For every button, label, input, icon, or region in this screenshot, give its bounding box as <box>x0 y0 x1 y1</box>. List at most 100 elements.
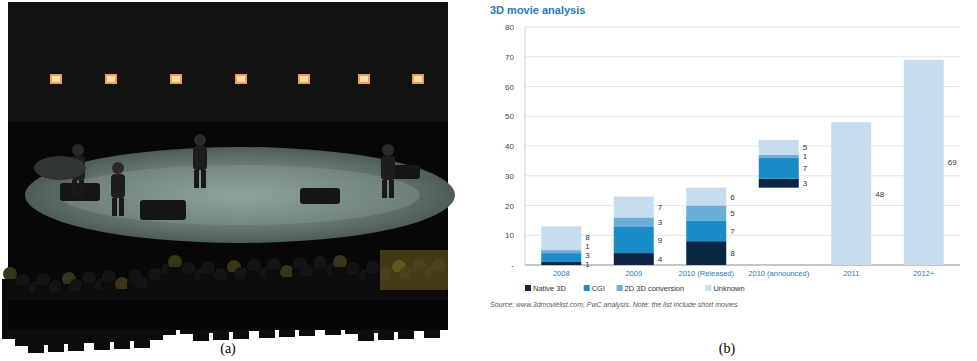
bar-segment <box>541 250 581 253</box>
x-tick-label: 2011 <box>843 269 859 278</box>
data-label: 8 <box>730 249 735 258</box>
bar-segment <box>759 158 799 179</box>
stage-light <box>235 74 247 84</box>
legend-swatch <box>617 285 623 291</box>
crowd-head <box>280 265 294 279</box>
y-tick-label: 20 <box>505 202 514 211</box>
x-tick-label: 2010 (Released) <box>679 269 735 278</box>
crowd-head <box>313 256 327 270</box>
stage-light <box>50 74 62 84</box>
crowd-head <box>102 270 116 284</box>
bar-segment <box>759 155 799 158</box>
bar-segment <box>686 206 726 221</box>
legend-label: Native 3D <box>533 284 567 293</box>
y-tick-label: 40 <box>505 142 514 151</box>
performer-body <box>111 174 125 198</box>
performer-leg <box>389 180 394 198</box>
crowd-head <box>82 271 96 285</box>
performer-head <box>72 144 84 156</box>
grid-line <box>525 146 960 147</box>
crowd-head <box>168 255 182 269</box>
performer-head <box>112 162 124 174</box>
bar-segment <box>759 179 799 188</box>
crowd-head <box>366 261 380 275</box>
data-label: 5 <box>803 143 808 152</box>
performer-leg <box>119 198 124 216</box>
crowd-head <box>49 280 63 294</box>
stage-light <box>412 74 424 84</box>
crowd-head <box>3 267 17 281</box>
photo <box>2 2 455 353</box>
grid-line <box>525 205 960 206</box>
stage-light-core <box>360 76 368 82</box>
data-label: 7 <box>730 227 735 236</box>
performer-leg <box>79 180 84 198</box>
stage-light-core <box>414 76 422 82</box>
crowd-head <box>115 277 129 291</box>
crowd-head <box>214 268 228 282</box>
x-tick-label: 2010 (announced) <box>748 269 809 278</box>
drum-kit <box>34 156 86 180</box>
performer-head <box>194 134 206 146</box>
amplifier <box>140 200 186 220</box>
data-label: 3 <box>803 179 808 188</box>
stage-light <box>298 74 310 84</box>
x-tick-label: 2009 <box>625 269 642 278</box>
y-tick-label: 10 <box>505 231 514 240</box>
grid-line <box>525 56 960 57</box>
caption: (b) <box>719 341 736 357</box>
data-label: 1 <box>803 152 808 161</box>
legend-label: Unknown <box>713 284 744 293</box>
bar-segment <box>686 188 726 206</box>
crowd-head <box>267 258 281 272</box>
data-label: 6 <box>730 193 735 202</box>
legend-swatch <box>584 285 590 291</box>
data-label: 1 <box>585 260 590 269</box>
bar-segment <box>614 253 654 265</box>
performer-body <box>193 146 207 170</box>
performer-head <box>382 144 394 156</box>
crowd-head <box>234 267 248 281</box>
y-tick-label: 70 <box>505 53 514 62</box>
crowd-head <box>300 264 314 278</box>
legend-swatch <box>525 285 531 291</box>
grid-line <box>525 116 960 117</box>
performer-leg <box>382 180 387 198</box>
x-tick-label: 2012+ <box>913 269 935 278</box>
grid-line <box>525 27 960 28</box>
crowd-head <box>346 262 360 276</box>
bar-segment <box>614 197 654 218</box>
crowd-head <box>181 262 195 276</box>
caption: (a) <box>220 341 236 357</box>
stage-light-core <box>300 76 308 82</box>
bar-segment <box>541 253 581 262</box>
stage-light-core <box>107 76 115 82</box>
bars <box>541 60 944 265</box>
y-tick-label: 30 <box>505 172 514 181</box>
photo-foreground <box>8 300 448 330</box>
grid-line <box>525 86 960 87</box>
data-label: 8 <box>585 233 590 242</box>
y-axis: -1020304050607080 <box>505 23 960 270</box>
data-label: 3 <box>658 218 663 227</box>
stage-light-core <box>172 76 180 82</box>
bar-segment <box>614 226 654 253</box>
crowd-head <box>135 276 149 290</box>
bar-segment <box>541 262 581 265</box>
grid-line <box>525 175 960 176</box>
chart-title: 3D movie analysis <box>490 4 585 16</box>
bar-segment <box>831 122 871 265</box>
bar-segment <box>759 140 799 155</box>
y-tick-label: 60 <box>505 83 514 92</box>
bar-segment <box>904 60 944 265</box>
data-label: 48 <box>875 190 884 199</box>
stage-inner <box>60 165 420 225</box>
stage-light <box>105 74 117 84</box>
grid-line <box>525 235 960 236</box>
data-label: 7 <box>803 164 808 173</box>
performer <box>193 134 207 188</box>
stage-light-core <box>52 76 60 82</box>
crowd-highlight <box>380 250 448 290</box>
performer <box>381 144 395 198</box>
crowd-head <box>247 259 261 273</box>
